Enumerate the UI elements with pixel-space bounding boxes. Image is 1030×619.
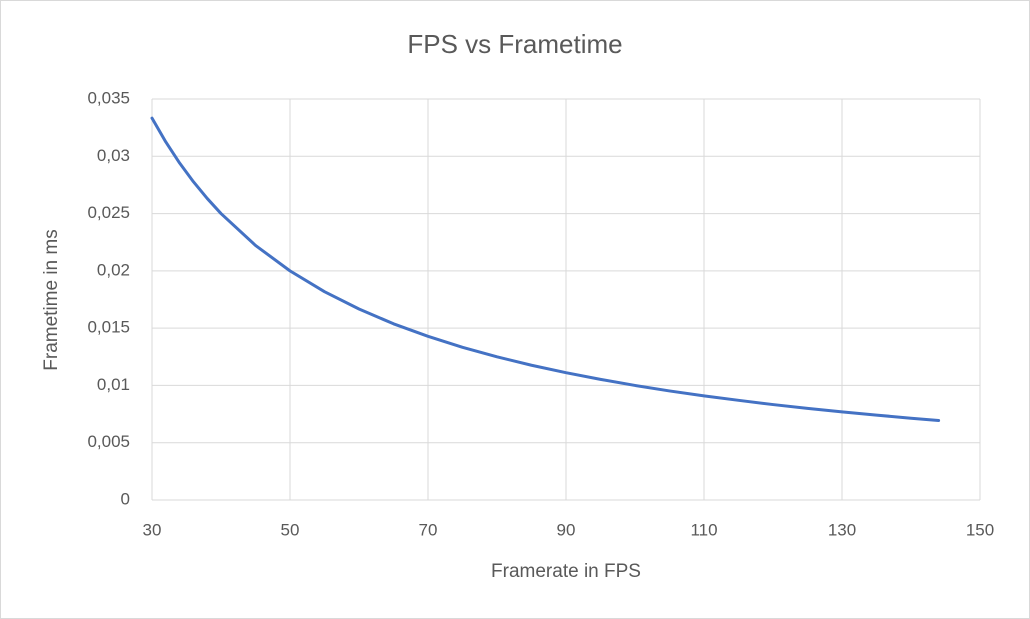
y-tick-label: 0	[121, 489, 130, 508]
y-tick-label: 0,03	[97, 146, 130, 165]
x-tick-label: 30	[143, 520, 162, 539]
y-axis-label: Frametime in ms	[41, 229, 62, 370]
chart-title: FPS vs Frametime	[407, 29, 622, 59]
x-tick-label: 90	[557, 520, 576, 539]
x-axis-label: Framerate in FPS	[491, 561, 641, 582]
line	[150, 116, 941, 422]
x-tick-label: 50	[281, 520, 300, 539]
y-tick-label: 0,01	[97, 375, 130, 394]
x-tick-label: 130	[828, 520, 856, 539]
y-tick-label: 0,015	[87, 318, 130, 337]
y-tick-label: 0,02	[97, 260, 130, 279]
x-tick-label: 150	[966, 520, 994, 539]
x-tick-label: 70	[419, 520, 438, 539]
y-tick-label: 0,035	[87, 88, 130, 107]
y-tick-label: 0,005	[87, 432, 130, 451]
y-tick-label: 0,025	[87, 203, 130, 222]
x-tick-label: 110	[690, 520, 717, 539]
